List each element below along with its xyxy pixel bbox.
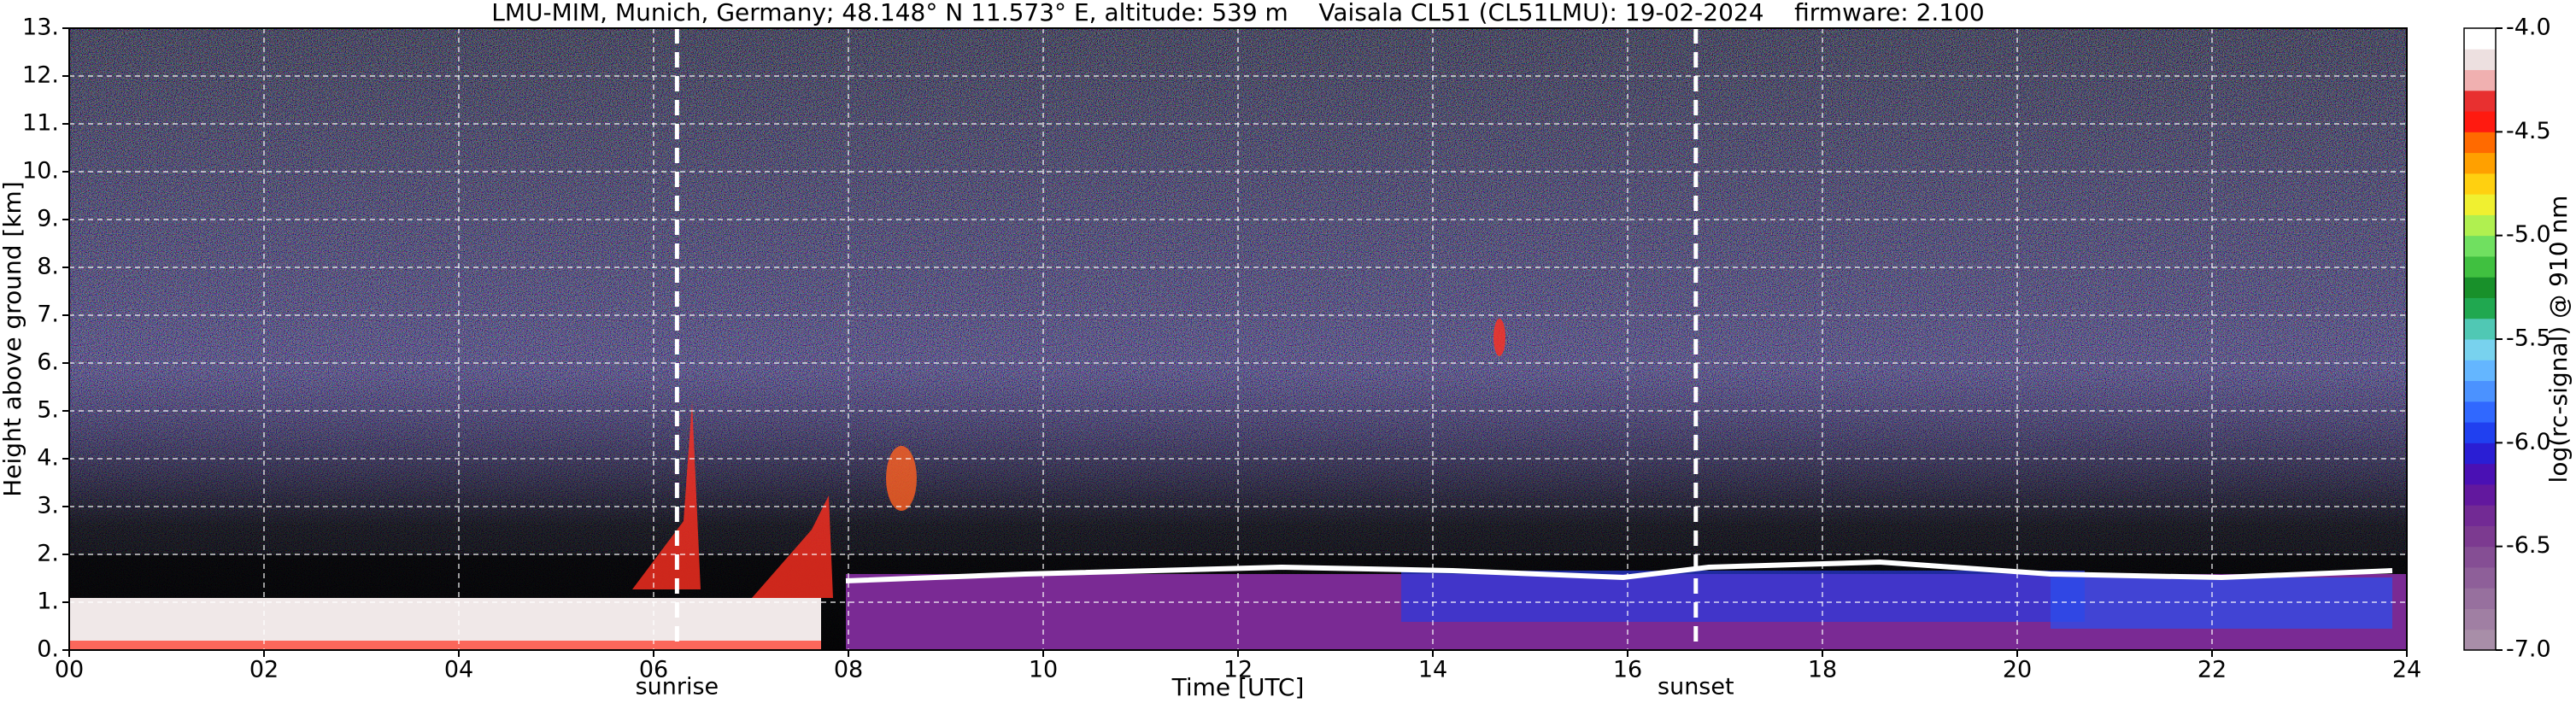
y-tick-label: 10. xyxy=(22,158,59,185)
colorbar-segment xyxy=(2464,608,2496,630)
y-tick-label: 6. xyxy=(37,349,59,376)
colorbar: -7.0 -6.5 -6.0 -5.5 -5.0 -4.5 -4.0 xyxy=(2463,15,2551,663)
colorbar-segment xyxy=(2464,28,2496,50)
colorbar-segment xyxy=(2464,255,2496,278)
y-tick-label: 7. xyxy=(37,302,59,328)
colorbar-segment xyxy=(2464,629,2496,651)
x-tick-label: 20 xyxy=(2003,657,2032,683)
colorbar-segment xyxy=(2464,380,2496,402)
x-tick-label: 00 xyxy=(55,657,84,683)
x-tick-label: 08 xyxy=(834,657,863,683)
y-tick-label: 0. xyxy=(37,636,59,663)
event-label: sunrise xyxy=(636,674,719,700)
y-tick-label: 3. xyxy=(37,493,59,519)
colorbar-segment xyxy=(2464,546,2496,568)
colorbar-segment xyxy=(2464,401,2496,423)
x-tick-label: 14 xyxy=(1418,657,1447,683)
y-tick-label: 2. xyxy=(37,541,59,567)
x-tick-label: 02 xyxy=(249,657,279,683)
event-label: sunset xyxy=(1658,674,1734,700)
grid xyxy=(68,27,2408,651)
ticks: 00 02 04 06 08 10 12 14 16 18 20 22 24 0. 1. 2. 3. 4. 5. 6.… xyxy=(22,15,2421,683)
x-tick-label: 22 xyxy=(2198,657,2227,683)
colorbar-segment xyxy=(2464,90,2496,112)
y-axis-label: Height above ground [km] xyxy=(0,181,26,497)
colorbar-segment xyxy=(2464,194,2496,215)
colorbar-segment xyxy=(2464,505,2496,526)
colorbar-segment xyxy=(2464,422,2496,443)
x-tick-label: 06 xyxy=(639,657,668,683)
colorbar-segment xyxy=(2464,111,2496,132)
colorbar-segment xyxy=(2464,318,2496,340)
colorbar-segment xyxy=(2464,132,2496,154)
colorbar-tick-label: -4.5 xyxy=(2506,118,2551,144)
x-tick-label: 18 xyxy=(1808,657,1837,683)
x-tick-label: 04 xyxy=(444,657,473,683)
annotations: sunrise sunset xyxy=(636,28,1734,700)
x-axis-label: Time [UTC] xyxy=(1171,673,1305,701)
colorbar-segment xyxy=(2464,277,2496,298)
colorbar-tick-label: -6.0 xyxy=(2506,429,2551,455)
colorbar-segment xyxy=(2464,483,2496,506)
x-tick-label: 16 xyxy=(1613,657,1642,683)
colorbar-segment xyxy=(2464,442,2496,465)
colorbar-segment xyxy=(2464,525,2496,548)
y-tick-label: 13. xyxy=(22,15,59,41)
colorbar-segment xyxy=(2464,152,2496,174)
y-tick-label: 1. xyxy=(37,589,59,615)
y-tick-label: 4. xyxy=(37,445,59,472)
colorbar-segment xyxy=(2464,566,2496,589)
y-tick-label: 12. xyxy=(22,62,59,89)
y-tick-label: 11. xyxy=(22,110,59,137)
colorbar-segment xyxy=(2464,297,2496,319)
colorbar-segment xyxy=(2464,463,2496,485)
chart-title: LMU-MIM, Munich, Germany; 48.148° N 11.5… xyxy=(491,0,1985,26)
y-tick-label: 9. xyxy=(37,206,59,232)
colorbar-segment xyxy=(2464,69,2496,91)
colorbar-segment xyxy=(2464,360,2496,382)
x-tick-label: 24 xyxy=(2392,657,2421,683)
colorbar-segment xyxy=(2464,173,2496,195)
colorbar-tick-label: -6.5 xyxy=(2506,532,2551,559)
colorbar-tick-label: -5.5 xyxy=(2506,325,2551,352)
x-tick-label: 10 xyxy=(1029,657,1058,683)
colorbar-segment xyxy=(2464,235,2496,257)
colorbar-segment xyxy=(2464,49,2496,71)
x-tick-label: 12 xyxy=(1223,657,1253,683)
y-tick-label: 5. xyxy=(37,397,59,424)
y-tick-label: 8. xyxy=(37,254,59,280)
colorbar-tick-label: -7.0 xyxy=(2506,636,2551,663)
colorbar-tick-label: -5.0 xyxy=(2506,221,2551,248)
colorbar-segment xyxy=(2464,339,2496,360)
colorbar-segment xyxy=(2464,214,2496,237)
colorbar-segment xyxy=(2464,588,2496,609)
colorbar-tick-label: -4.0 xyxy=(2506,15,2551,41)
colorbar-label: log(rc-signal) @ 910 nm xyxy=(2544,196,2573,483)
